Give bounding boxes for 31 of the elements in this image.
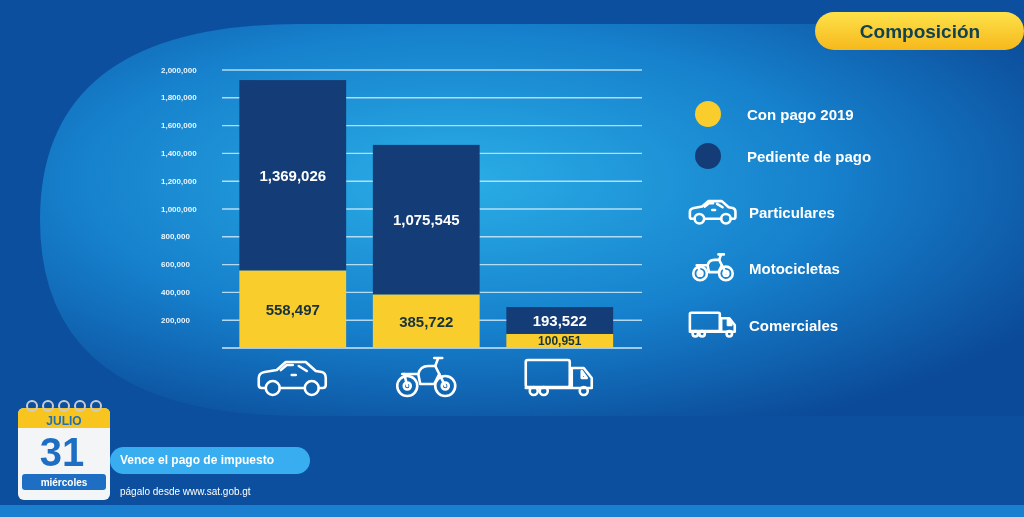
bar [239, 270, 347, 348]
data-label: 558,497 [265, 300, 320, 318]
text: JULIO [46, 414, 82, 428]
text: miércoles [40, 476, 88, 488]
y-tick-label: 2,000,000 [161, 65, 198, 75]
text: Motocicletas [749, 259, 840, 277]
bar [239, 80, 347, 271]
y-tick-label: 1,400,000 [161, 148, 198, 158]
data-label: 100,951 [538, 333, 582, 348]
data-label: 1,369,026 [259, 166, 327, 184]
text: Comerciales [749, 316, 839, 334]
text: Composición [859, 20, 981, 42]
bar [372, 294, 480, 348]
y-tick-label: 400,000 [161, 287, 191, 297]
y-tick-label: 1,000,000 [161, 204, 198, 214]
y-tick-label: 1,600,000 [161, 121, 198, 131]
y-tick-label: 200,000 [161, 315, 191, 325]
data-label: 1,075,545 [392, 211, 460, 229]
text: Particulares [749, 203, 835, 221]
y-tick-label: 600,000 [161, 260, 191, 270]
text: 31 [39, 430, 85, 474]
text: págalo desde www.sat.gob.gt [120, 485, 251, 497]
y-tick-label: 1,800,000 [161, 93, 198, 103]
bar [372, 144, 480, 295]
legend-label: Pediente de pago [747, 147, 872, 165]
y-tick-label: 800,000 [161, 232, 191, 242]
y-tick-label: 1,200,000 [161, 176, 198, 186]
legend-label: Con pago 2019 [747, 105, 854, 123]
text: Vence el pago de impuesto [120, 453, 275, 467]
data-label: 193,522 [532, 312, 587, 330]
data-label: 385,722 [399, 312, 454, 330]
